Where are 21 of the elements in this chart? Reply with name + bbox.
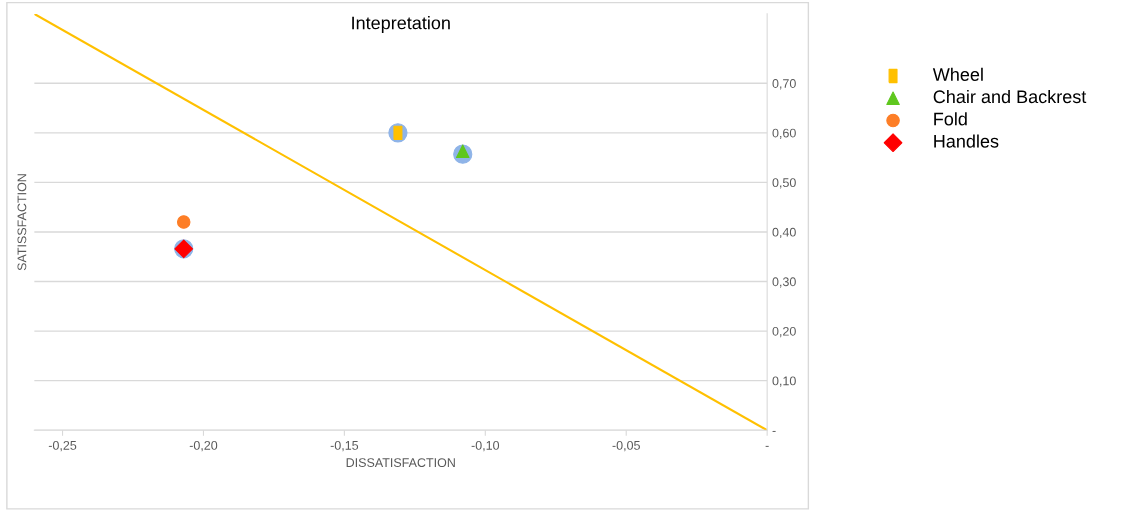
x-tick-label: - xyxy=(765,445,769,447)
y-axis-title: SATISSFACTION xyxy=(17,174,27,271)
y-tick-label: 0,70 xyxy=(772,79,796,90)
y-tick-label: 0,50 xyxy=(772,178,796,189)
y-tick-label: 0,10 xyxy=(772,376,796,387)
y-tick-label: 0,60 xyxy=(772,128,796,139)
x-tick-label: -0,25 xyxy=(48,440,77,452)
x-tick-label: -0,05 xyxy=(612,440,640,452)
x-axis-title: DISSATISFACTION xyxy=(346,458,455,468)
legend-label: Handles xyxy=(934,134,999,148)
x-tick-label: -0,10 xyxy=(471,440,500,452)
chart-title: Intepretation xyxy=(352,16,450,33)
legend-label: Wheel xyxy=(932,67,983,81)
legend-label: Fold xyxy=(934,112,967,126)
x-tick-label: -0,20 xyxy=(189,440,218,452)
y-tick-label: 0,40 xyxy=(772,227,796,239)
x-tick-label: -0,15 xyxy=(330,440,359,452)
y-tick-label: - xyxy=(772,430,776,432)
legend-label: Chair and Backrest xyxy=(933,89,1087,104)
y-tick-label: 0,20 xyxy=(772,326,796,338)
y-tick-label: 0,30 xyxy=(772,277,796,288)
